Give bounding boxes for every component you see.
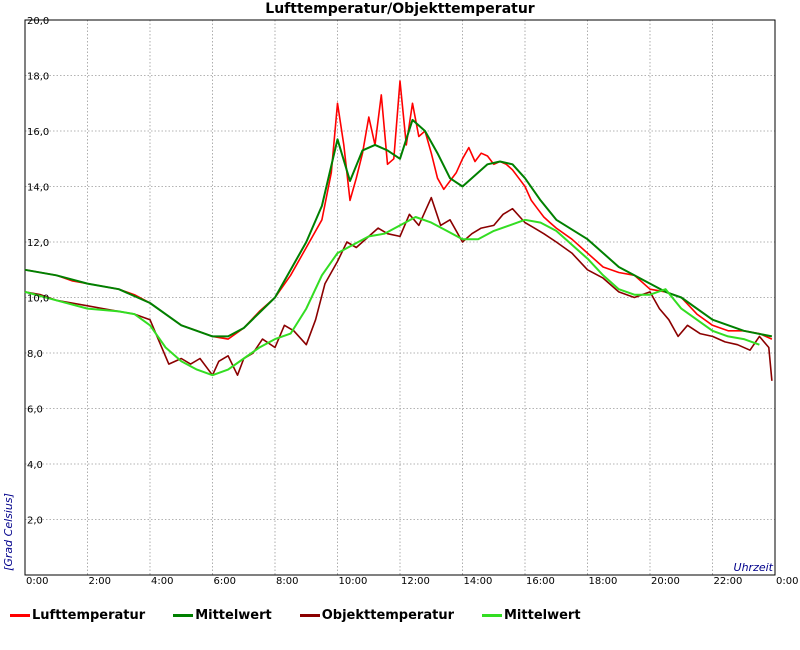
grid — [25, 19, 775, 575]
x-tick-label: 4:00 — [151, 576, 173, 587]
legend-label: Objekttemperatur — [321, 608, 454, 623]
legend-item: Mittelwert — [482, 608, 581, 623]
x-tick-label: 2:00 — [89, 576, 111, 587]
y-tick-label: 8,0 — [27, 349, 43, 360]
legend-label: Mittelwert — [504, 608, 581, 623]
x-tick-label: 0:00 — [26, 576, 48, 587]
y-tick-label: 2,0 — [27, 516, 43, 527]
y-tick-label: 6,0 — [27, 405, 43, 416]
y-tick-label: 16,0 — [27, 127, 49, 138]
legend: Lufttemperatur Mittelwert Objekttemperatur… — [10, 608, 609, 623]
x-tick-label: 10:00 — [339, 576, 368, 587]
legend-item: Mittelwert — [173, 608, 272, 623]
y-tick-label: 12,0 — [27, 238, 49, 249]
legend-swatch — [482, 614, 502, 617]
legend-label: Lufttemperatur — [32, 608, 146, 623]
y-tick-label: 10,0 — [27, 294, 49, 305]
x-tick-label: 6:00 — [214, 576, 236, 587]
y-tick-label: 18,0 — [27, 72, 49, 83]
y-tick-label: 4,0 — [27, 460, 43, 471]
legend-swatch — [173, 614, 194, 617]
legend-item: Lufttemperatur — [10, 608, 145, 623]
legend-item: Objekttemperatur — [299, 608, 454, 623]
series-line-2 — [24, 118, 773, 338]
x-tick-label: 22:00 — [714, 576, 743, 587]
y-tick-label: 14,0 — [27, 183, 49, 194]
tick-labels: 0:00 2:00 4:00 6:00 8:00 10:00 12:00 14:00 16:00… — [26, 16, 798, 587]
y-axis-label: [Grad Celsius] — [2, 493, 15, 571]
x-tick-label: 18:00 — [589, 576, 618, 587]
legend-swatch — [10, 614, 30, 617]
legend-label: Mittelwert — [195, 608, 272, 623]
x-tick-label: 8:00 — [276, 576, 298, 587]
y-tick-label: 20,0 — [27, 16, 49, 27]
x-axis-label: Uhrzeit — [734, 561, 774, 574]
x-tick-label: 16:00 — [526, 576, 555, 587]
x-tick-label: 0:00 — [776, 576, 798, 587]
plot-frame — [24, 19, 776, 576]
series-line-1 — [24, 80, 773, 340]
x-tick-label: 12:00 — [401, 576, 430, 587]
series-layer — [24, 80, 773, 381]
series-line-4 — [24, 216, 760, 377]
series-line-3 — [24, 196, 773, 381]
x-tick-label: 20:00 — [651, 576, 680, 587]
chart-title: Lufttemperatur/Objekttemperatur — [265, 1, 535, 17]
legend-swatch — [299, 614, 320, 617]
x-tick-label: 14:00 — [464, 576, 493, 587]
